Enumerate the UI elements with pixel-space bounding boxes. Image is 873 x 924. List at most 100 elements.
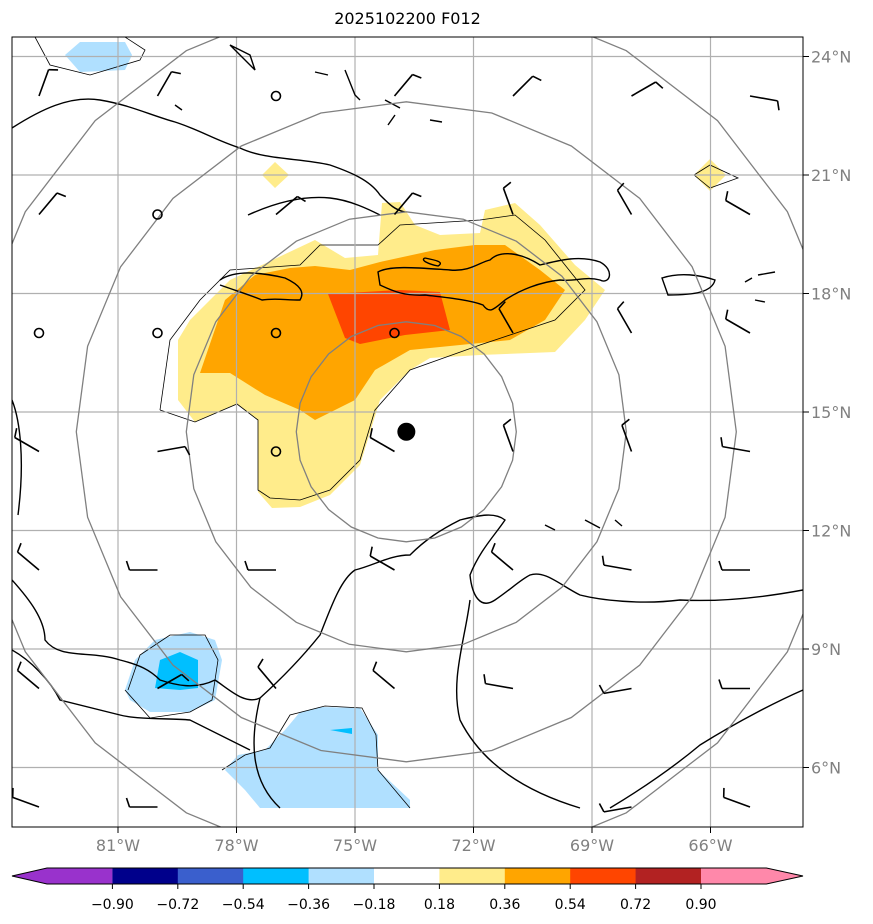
y-tick-label: 9°N bbox=[811, 640, 841, 659]
wind-barb-flag bbox=[184, 446, 191, 456]
wind-barb-flag bbox=[244, 560, 249, 571]
wind-barb-flag bbox=[125, 560, 131, 571]
wind-barb-flag bbox=[369, 546, 373, 557]
coast-yucatan bbox=[12, 399, 23, 516]
colorbar-segment bbox=[308, 868, 375, 884]
wind-barb-flag bbox=[616, 182, 625, 191]
colorbar-tick-label: −0.36 bbox=[287, 897, 330, 913]
colorbar-extend-max bbox=[701, 868, 803, 884]
wind-barb-shaft bbox=[485, 682, 514, 690]
wind-barb-shaft bbox=[14, 436, 40, 453]
colorbar-tick-label: 0.90 bbox=[685, 897, 716, 913]
wind-barb-shaft bbox=[369, 555, 395, 571]
wind-barb-flag bbox=[616, 301, 625, 310]
colorbar-tick-label: 0.72 bbox=[620, 897, 651, 913]
wind-barb-shaft bbox=[369, 436, 395, 453]
calm-circle bbox=[152, 209, 163, 220]
wind-barb-flag bbox=[532, 75, 542, 82]
colorbar-segment bbox=[570, 868, 637, 884]
range-ring bbox=[75, 101, 737, 763]
map-title: 2025102200 F012 bbox=[334, 9, 481, 28]
colorbar-outline bbox=[11, 867, 804, 885]
wind-barb-flag bbox=[776, 100, 780, 111]
colorbar: −0.90 −0.72 −0.54 −0.36 −0.18 0.18 0.36 0.54 0.7… bbox=[11, 867, 804, 913]
range-ring bbox=[295, 321, 517, 543]
wind-barb-flag bbox=[257, 658, 264, 668]
y-tick-label: 12°N bbox=[811, 522, 851, 541]
y-tick-label: 15°N bbox=[811, 403, 851, 422]
filled-contours bbox=[65, 42, 726, 808]
wind-barb-flag bbox=[16, 542, 22, 553]
x-tick-label: 69°W bbox=[570, 836, 614, 855]
contour-cyan-small bbox=[330, 728, 352, 734]
wind-barb-shaft bbox=[502, 187, 514, 215]
calm-circle bbox=[152, 327, 163, 339]
wind-barb-shaft bbox=[38, 69, 50, 97]
wind-barb-flag bbox=[724, 309, 729, 320]
wind-barb-shaft bbox=[502, 424, 514, 452]
contour-lightblue-colombia bbox=[225, 707, 410, 808]
coast-south-america bbox=[253, 514, 803, 809]
wind-barb-flag bbox=[412, 73, 422, 79]
colorbar-segment bbox=[177, 868, 244, 884]
wind-barb-shaft bbox=[157, 445, 186, 453]
contour-red bbox=[328, 290, 450, 344]
coast-cuba bbox=[12, 98, 406, 216]
wind-barb-shaft bbox=[603, 687, 632, 695]
x-tick-label: 78°W bbox=[214, 836, 258, 855]
wind-barb-flag bbox=[369, 428, 373, 438]
wind-barb-shaft bbox=[749, 95, 778, 102]
calm-circle bbox=[270, 446, 282, 457]
wind-barb-shaft bbox=[491, 551, 514, 571]
colorbar-extend-min bbox=[12, 868, 113, 884]
wind-barb-flag bbox=[601, 555, 605, 566]
wind-barb-shaft bbox=[38, 192, 58, 216]
wind-barb-shaft bbox=[616, 189, 633, 215]
x-tick-label: 81°W bbox=[96, 836, 140, 855]
colorbar-tick-label: −0.90 bbox=[91, 897, 134, 913]
wind-barb-flag bbox=[181, 673, 190, 682]
coast-central-america bbox=[12, 579, 261, 751]
wind-barb-flag bbox=[16, 661, 22, 671]
y-tick-label: 6°N bbox=[811, 759, 841, 778]
wind-barb-flag bbox=[412, 192, 422, 198]
calm-circle bbox=[270, 327, 282, 339]
wind-barb-flag bbox=[718, 679, 723, 689]
wind-barb-flag bbox=[125, 797, 131, 808]
wind-barb-shaft bbox=[603, 564, 632, 571]
y-tick-label: 18°N bbox=[811, 285, 851, 304]
calm-circle bbox=[389, 327, 400, 339]
wind-barb-shaft bbox=[631, 81, 657, 97]
coast-islands-south bbox=[544, 519, 623, 531]
wind-barb-shaft bbox=[257, 666, 277, 690]
wind-barb-flag bbox=[171, 70, 181, 75]
colorbar-tick-label: −0.72 bbox=[156, 897, 199, 913]
x-axis-ticks: 81°W 78°W 75°W 72°W 69°W 66°W bbox=[96, 827, 733, 855]
wind-barb-flag bbox=[490, 542, 496, 553]
map-frame bbox=[11, 36, 804, 828]
storm-center-marker bbox=[397, 422, 416, 441]
contour-cyan bbox=[155, 652, 198, 690]
wind-barb-flag bbox=[56, 192, 67, 198]
coast-puerto-rico bbox=[661, 271, 776, 303]
wind-barb-flag bbox=[502, 181, 512, 189]
x-tick-label: 66°W bbox=[688, 836, 732, 855]
wind-barb-shaft bbox=[17, 551, 40, 571]
wind-barb-shaft bbox=[722, 445, 751, 453]
colorbar-tick-label: −0.54 bbox=[222, 897, 265, 913]
wind-barbs bbox=[12, 68, 780, 813]
wind-barb-shaft bbox=[725, 199, 751, 216]
range-rings bbox=[12, 37, 803, 827]
wind-barb-shaft bbox=[723, 796, 751, 808]
range-ring bbox=[12, 37, 803, 827]
x-tick-label: 75°W bbox=[333, 836, 377, 855]
colorbar-segment bbox=[635, 868, 702, 884]
wind-barb-shaft bbox=[393, 74, 414, 97]
coast-hispaniola bbox=[377, 253, 611, 311]
colorbar-tick-label: −0.18 bbox=[353, 897, 396, 913]
wind-barb-shaft bbox=[156, 71, 173, 97]
colorbar-segment bbox=[374, 868, 440, 884]
wind-barb-flag bbox=[13, 428, 18, 438]
colorbar-segment bbox=[439, 868, 506, 884]
